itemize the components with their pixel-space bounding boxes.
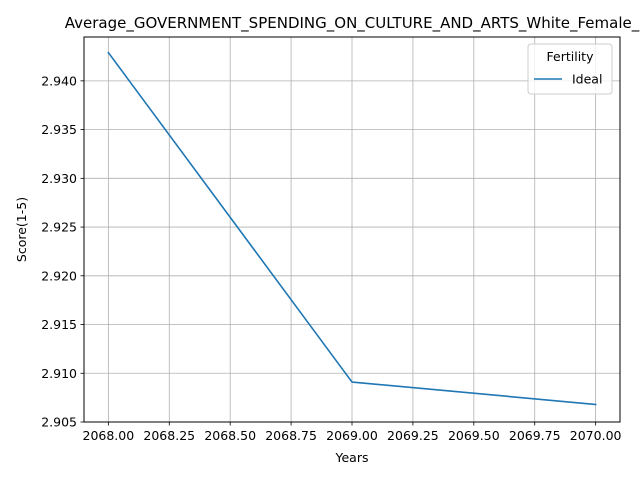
series-line-ideal <box>107 51 597 406</box>
y-tick-label: 2.930 <box>41 171 77 186</box>
x-tick-label: 2068.50 <box>204 428 256 443</box>
y-tick-label: 2.935 <box>41 122 77 137</box>
x-axis: 2068.00 2068.25 2068.50 2068.75 2069.00 2069.… <box>83 422 622 443</box>
x-tick-label: 2069.00 <box>326 428 378 443</box>
chart-title: Average_GOVERNMENT_SPENDING_ON_CULTURE_A… <box>65 14 640 33</box>
x-tick-label: 2069.25 <box>387 428 439 443</box>
x-axis-label: Years <box>335 450 369 465</box>
y-tick-label: 2.940 <box>41 73 77 88</box>
legend-box <box>527 43 613 95</box>
y-axis: 2.905 2.910 2.915 2.920 2.925 2.930 2.935 2.940 <box>41 73 84 430</box>
x-tick-label: 2070.00 <box>570 428 622 443</box>
y-tick-label: 2.905 <box>41 415 77 430</box>
y-tick-label: 2.915 <box>41 317 77 332</box>
grid <box>84 37 620 423</box>
series <box>107 51 597 406</box>
x-tick-label: 2069.75 <box>509 428 561 443</box>
y-tick-label: 2.910 <box>41 366 77 381</box>
y-tick-label: 2.925 <box>41 220 77 235</box>
x-tick-label: 2068.00 <box>83 428 135 443</box>
legend-title: Fertility <box>547 49 595 64</box>
y-axis-label: Score(1-5) <box>14 197 29 262</box>
legend: Fertility Ideal <box>527 43 613 95</box>
x-tick-label: 2068.25 <box>143 428 195 443</box>
x-tick-label: 2069.50 <box>448 428 500 443</box>
legend-label-ideal: Ideal <box>572 72 602 87</box>
y-tick-label: 2.920 <box>41 268 77 283</box>
x-tick-label: 2068.75 <box>265 428 317 443</box>
